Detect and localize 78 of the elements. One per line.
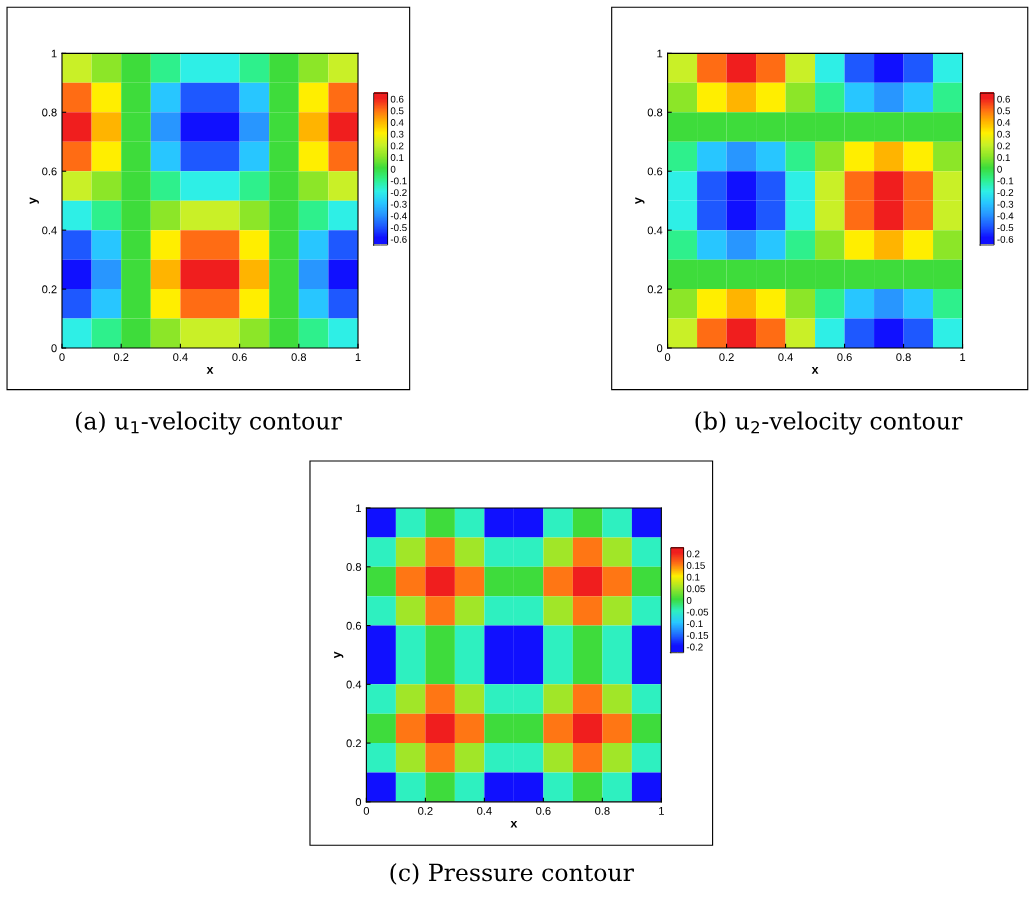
color-bar-label: -0.2 xyxy=(686,643,703,651)
y-tick-label: 1 xyxy=(356,504,361,513)
text: (b) u$_{2}$-velocity contour xyxy=(695,411,963,435)
color-bar-label: 0.6 xyxy=(390,95,404,103)
color-bar-label: 0.2 xyxy=(997,142,1010,150)
color-bar-label: -0.5 xyxy=(997,224,1014,232)
color-bar-label: 0.3 xyxy=(997,130,1010,138)
y-axis-title: y xyxy=(635,197,645,205)
y-tick-label: 0.2 xyxy=(647,285,663,294)
color-bar-label: 0.1 xyxy=(390,154,404,161)
y-tick-label: 1 xyxy=(51,49,57,58)
y-tick-label: 0 xyxy=(51,344,57,353)
y-tick-label: 0.4 xyxy=(346,680,362,689)
x-tick-label: 0.6 xyxy=(232,353,247,362)
color-bar-label: -0.2 xyxy=(390,189,407,197)
color-bar-label: -0.2 xyxy=(997,189,1014,197)
x-tick-label: 0.6 xyxy=(837,353,852,362)
color-bar-label: -0.3 xyxy=(390,200,407,208)
color-bar-label: 0 xyxy=(997,165,1002,173)
color-bar-label: 0.6 xyxy=(997,95,1010,103)
y-axis-title: y xyxy=(29,197,39,205)
color-bar-label: -0.1 xyxy=(997,177,1014,185)
y-tick-label: 0.4 xyxy=(42,226,57,235)
x-tick-label: 0 xyxy=(664,353,671,362)
color-bar-label: 0.3 xyxy=(390,130,404,138)
color-bar-label: -0.5 xyxy=(390,224,407,232)
color-bar-label: 0.5 xyxy=(997,107,1010,115)
x-tick-label: 0.4 xyxy=(173,353,188,362)
text: (a) u$_{1}$-velocity contour xyxy=(76,411,342,435)
color-bar-label: -0.3 xyxy=(997,200,1014,208)
x-tick-label: 0.4 xyxy=(477,807,492,815)
x-tick-label: 0.2 xyxy=(719,353,734,362)
y-tick-label: 0.8 xyxy=(346,563,362,571)
x-tick-label: 0.8 xyxy=(896,353,911,362)
x-tick-label: 0.2 xyxy=(113,353,129,362)
color-bar-label: -0.1 xyxy=(686,620,703,628)
x-axis-title: x xyxy=(811,367,819,374)
y-tick-label: 0.6 xyxy=(42,167,57,176)
color-bar-label: -0.15 xyxy=(686,631,709,639)
y-tick-label: 0.6 xyxy=(647,167,663,176)
y-tick-label: 0.4 xyxy=(647,226,663,235)
x-tick-label: 0.2 xyxy=(418,807,433,815)
y-axis-title: y xyxy=(334,651,344,659)
color-bar-label: 0.2 xyxy=(686,550,700,558)
color-bar-label: -0.6 xyxy=(997,235,1014,243)
color-bar-label: 0.1 xyxy=(997,154,1010,161)
color-bar-label: 0.15 xyxy=(686,562,705,569)
x-axis-title: x xyxy=(510,820,518,828)
y-tick-label: 0.8 xyxy=(647,108,663,117)
color-bar-label: 0.5 xyxy=(390,107,404,115)
x-tick-label: 0.8 xyxy=(291,353,307,362)
color-bar-label: -0.6 xyxy=(390,235,407,243)
y-tick-label: 0.2 xyxy=(346,739,361,748)
x-tick-label: 0.4 xyxy=(778,353,793,362)
x-tick-label: 0 xyxy=(59,353,65,362)
y-tick-label: 1 xyxy=(657,49,663,58)
x-tick-label: 0 xyxy=(363,807,370,815)
color-bar-label: 0 xyxy=(390,165,396,173)
color-bar-label: -0.1 xyxy=(390,177,407,185)
y-tick-label: 0.8 xyxy=(42,108,57,117)
color-bar-label: 0.1 xyxy=(686,573,700,581)
x-tick-label: 0.8 xyxy=(595,807,610,815)
color-bar-label: -0.4 xyxy=(997,212,1014,220)
y-tick-label: 0 xyxy=(656,344,663,353)
text: (c) Pressure contour xyxy=(390,863,634,885)
x-axis-title: x xyxy=(206,367,214,374)
y-tick-label: 0.6 xyxy=(346,621,362,630)
color-bar-label: 0.05 xyxy=(686,585,705,593)
color-bar-label: -0.05 xyxy=(686,608,709,616)
color-bar-label: 0.4 xyxy=(997,119,1011,126)
color-bar-label: 0 xyxy=(686,596,692,604)
x-tick-label: 1 xyxy=(960,353,966,361)
color-bar-label: 0.2 xyxy=(390,142,404,150)
y-tick-label: 0 xyxy=(355,798,362,806)
color-bar-label: -0.4 xyxy=(390,212,407,220)
color-bar-label: 0.4 xyxy=(390,119,404,126)
y-tick-label: 0.2 xyxy=(42,285,57,294)
x-tick-label: 0.6 xyxy=(536,807,551,815)
